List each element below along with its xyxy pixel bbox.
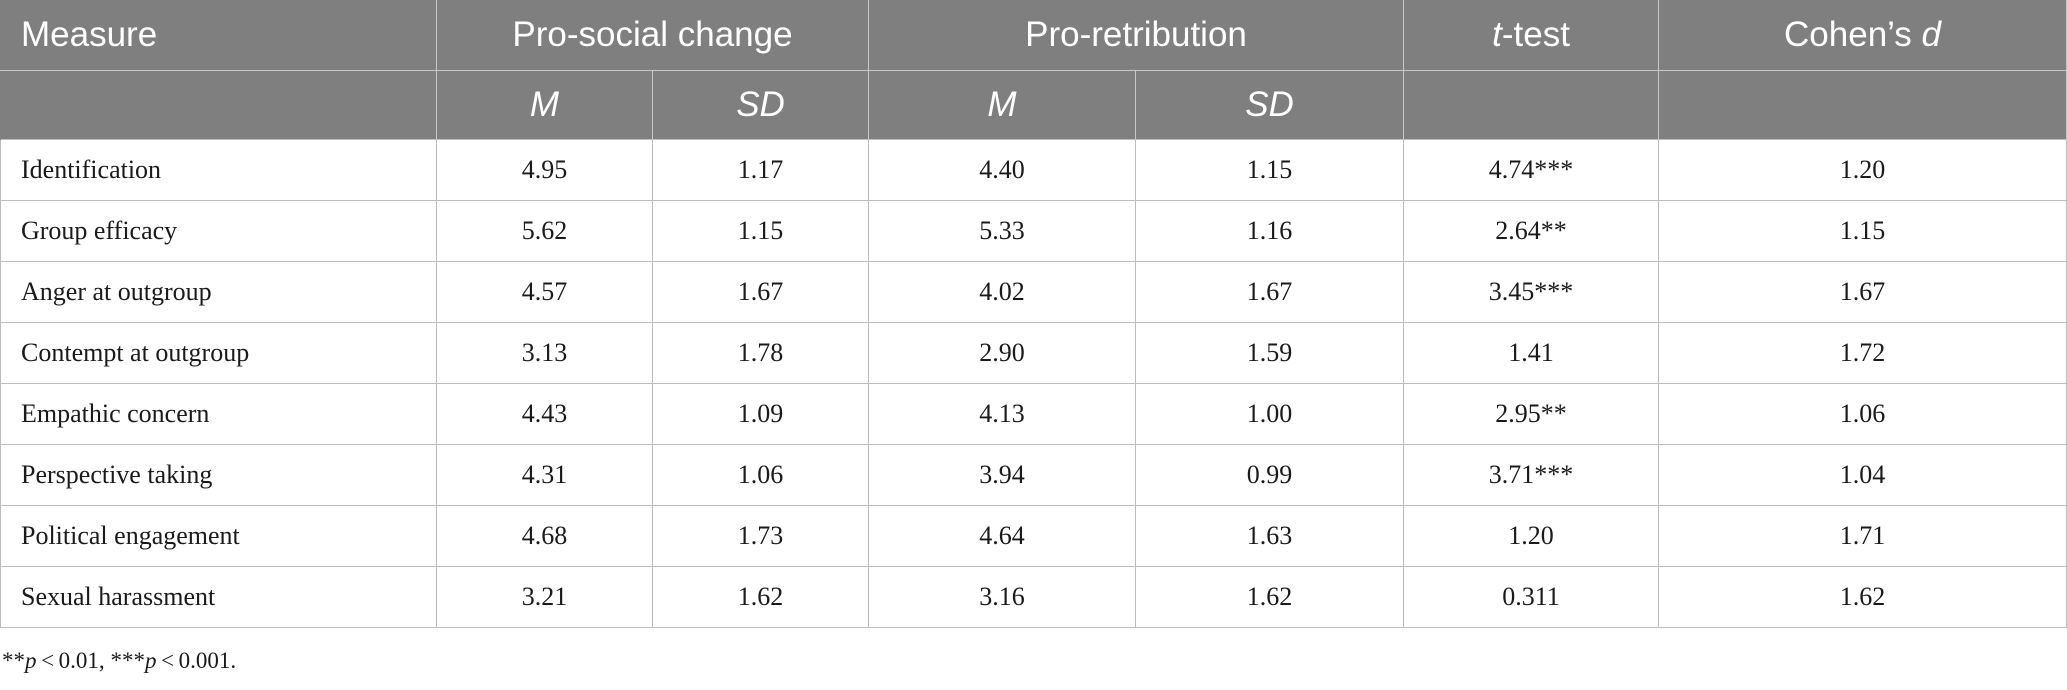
cell-t: 1.20 [1403, 505, 1660, 567]
results-table-container: Measure Pro-social change Pro-retributio… [0, 0, 2067, 673]
cell-d: 1.62 [1658, 566, 2067, 628]
cell-measure: Sexual harassment [0, 566, 437, 628]
cell-measure: Anger at outgroup [0, 261, 437, 323]
header-sub-empty-d [1658, 70, 2067, 140]
cell-pr-m: 2.90 [868, 322, 1136, 384]
cell-ps-m: 4.95 [436, 139, 653, 201]
cell-pr-sd: 1.16 [1134, 200, 1405, 262]
header-t-test: t-test [1403, 0, 1660, 71]
cell-t: 0.311 [1403, 566, 1660, 628]
cell-ps-sd: 1.73 [652, 505, 869, 567]
cell-measure: Contempt at outgroup [0, 322, 437, 384]
header-cohens-prefix: Cohen’s [1784, 15, 1922, 54]
table-row: Contempt at outgroup 3.13 1.78 2.90 1.59… [0, 322, 2067, 384]
table-row: Empathic concern 4.43 1.09 4.13 1.00 2.9… [0, 383, 2067, 445]
cell-t: 2.64** [1403, 200, 1660, 262]
header-sub-ps-m: M [436, 70, 653, 140]
cell-measure: Political engagement [0, 505, 437, 567]
cell-d: 1.71 [1658, 505, 2067, 567]
cell-t: 3.45*** [1403, 261, 1660, 323]
cell-ps-sd: 1.15 [652, 200, 869, 262]
cell-pr-m: 4.13 [868, 383, 1136, 445]
header-cohens-d-letter: d [1921, 15, 1941, 54]
cell-d: 1.20 [1658, 139, 2067, 201]
table-row: Anger at outgroup 4.57 1.67 4.02 1.67 3.… [0, 261, 2067, 323]
cell-measure: Identification [0, 139, 437, 201]
footnote-stars-2: *** [110, 648, 145, 673]
table-row: Identification 4.95 1.17 4.40 1.15 4.74*… [0, 139, 2067, 201]
header-t-test-suffix: -test [1501, 15, 1570, 54]
table-row: Sexual harassment 3.21 1.62 3.16 1.62 0.… [0, 566, 2067, 628]
cell-d: 1.67 [1658, 261, 2067, 323]
cell-ps-m: 4.57 [436, 261, 653, 323]
cell-pr-m: 5.33 [868, 200, 1136, 262]
cell-pr-sd: 0.99 [1134, 444, 1405, 506]
cell-t: 1.41 [1403, 322, 1660, 384]
cell-pr-m: 3.16 [868, 566, 1136, 628]
header-sub-empty-measure [0, 70, 437, 140]
cell-pr-m: 3.94 [868, 444, 1136, 506]
table-row: Perspective taking 4.31 1.06 3.94 0.99 3… [0, 444, 2067, 506]
cell-d: 1.04 [1658, 444, 2067, 506]
footnote-value-1: < 0.01, [36, 648, 111, 673]
header-row-sub: M SD M SD [0, 70, 2067, 140]
cell-pr-sd: 1.00 [1134, 383, 1405, 445]
cell-ps-m: 5.62 [436, 200, 653, 262]
cell-ps-sd: 1.67 [652, 261, 869, 323]
footnote-stars-1: ** [2, 648, 25, 673]
cell-measure: Group efficacy [0, 200, 437, 262]
cell-d: 1.15 [1658, 200, 2067, 262]
footnote-p-2: p [144, 648, 157, 673]
header-measure: Measure [0, 0, 437, 71]
cell-ps-sd: 1.17 [652, 139, 869, 201]
cell-pr-m: 4.64 [868, 505, 1136, 567]
header-sub-pr-m: M [868, 70, 1136, 140]
cell-pr-sd: 1.62 [1134, 566, 1405, 628]
results-table: Measure Pro-social change Pro-retributio… [0, 0, 2067, 628]
cell-ps-m: 3.13 [436, 322, 653, 384]
cell-pr-sd: 1.15 [1134, 139, 1405, 201]
header-sub-ps-sd: SD [652, 70, 869, 140]
cell-ps-sd: 1.06 [652, 444, 869, 506]
cell-ps-m: 3.21 [436, 566, 653, 628]
cell-measure: Empathic concern [0, 383, 437, 445]
cell-pr-sd: 1.59 [1134, 322, 1405, 384]
cell-pr-m: 4.40 [868, 139, 1136, 201]
table-body: Identification 4.95 1.17 4.40 1.15 4.74*… [0, 139, 2067, 628]
cell-pr-sd: 1.63 [1134, 505, 1405, 567]
header-row-main: Measure Pro-social change Pro-retributio… [0, 0, 2067, 71]
footnote-p-1: p [25, 648, 37, 673]
cell-d: 1.72 [1658, 322, 2067, 384]
cell-d: 1.06 [1658, 383, 2067, 445]
table-row: Political engagement 4.68 1.73 4.64 1.63… [0, 505, 2067, 567]
cell-ps-m: 4.68 [436, 505, 653, 567]
header-cohens-d: Cohen’s d [1658, 0, 2067, 71]
cell-ps-sd: 1.09 [652, 383, 869, 445]
footnote-value-2: < 0.001. [156, 648, 237, 673]
header-t-test-t: t [1492, 15, 1502, 54]
table-header: Measure Pro-social change Pro-retributio… [0, 0, 2067, 140]
cell-t: 4.74*** [1403, 139, 1660, 201]
cell-pr-sd: 1.67 [1134, 261, 1405, 323]
cell-ps-m: 4.31 [436, 444, 653, 506]
header-pro-retribution: Pro-retribution [867, 0, 1405, 71]
cell-ps-sd: 1.62 [652, 566, 869, 628]
cell-t: 2.95** [1403, 383, 1660, 445]
cell-t: 3.71*** [1403, 444, 1660, 506]
table-row: Group efficacy 5.62 1.15 5.33 1.16 2.64*… [0, 200, 2067, 262]
cell-measure: Perspective taking [0, 444, 437, 506]
cell-ps-m: 4.43 [436, 383, 653, 445]
header-pro-social-change: Pro-social change [436, 0, 869, 71]
header-sub-empty-t [1403, 70, 1660, 140]
header-sub-pr-sd: SD [1134, 70, 1405, 140]
table-footnote: **p < 0.01, ***p < 0.001. [2, 648, 236, 674]
cell-ps-sd: 1.78 [652, 322, 869, 384]
cell-pr-m: 4.02 [868, 261, 1136, 323]
